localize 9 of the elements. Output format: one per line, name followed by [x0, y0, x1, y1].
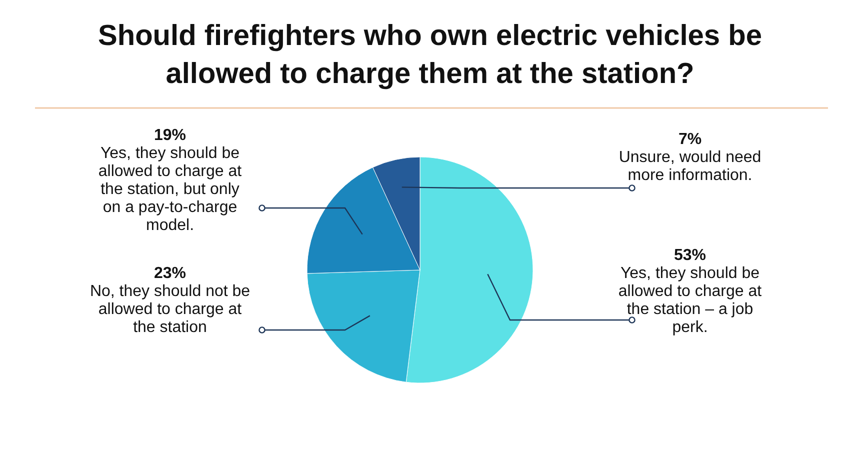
slice-label: Unsure, would need more information.	[618, 149, 762, 184]
slice-label: Yes, they should be allowed to charge at the station, but only on a pay-to-charge model.	[98, 145, 242, 234]
data-label: 53%	[674, 247, 706, 264]
chart-title: Should firefighters who own electric vehicles be allowed to charge them at the station?	[98, 20, 762, 90]
slice-label: Yes, they should be allowed to charge at the station – a job perk.	[618, 265, 762, 336]
slice-label: No, they should not be allowed to charge at the station	[90, 283, 250, 336]
data-label: 23%	[154, 265, 186, 282]
data-label: 19%	[154, 127, 186, 144]
data-label: 7%	[678, 131, 702, 148]
